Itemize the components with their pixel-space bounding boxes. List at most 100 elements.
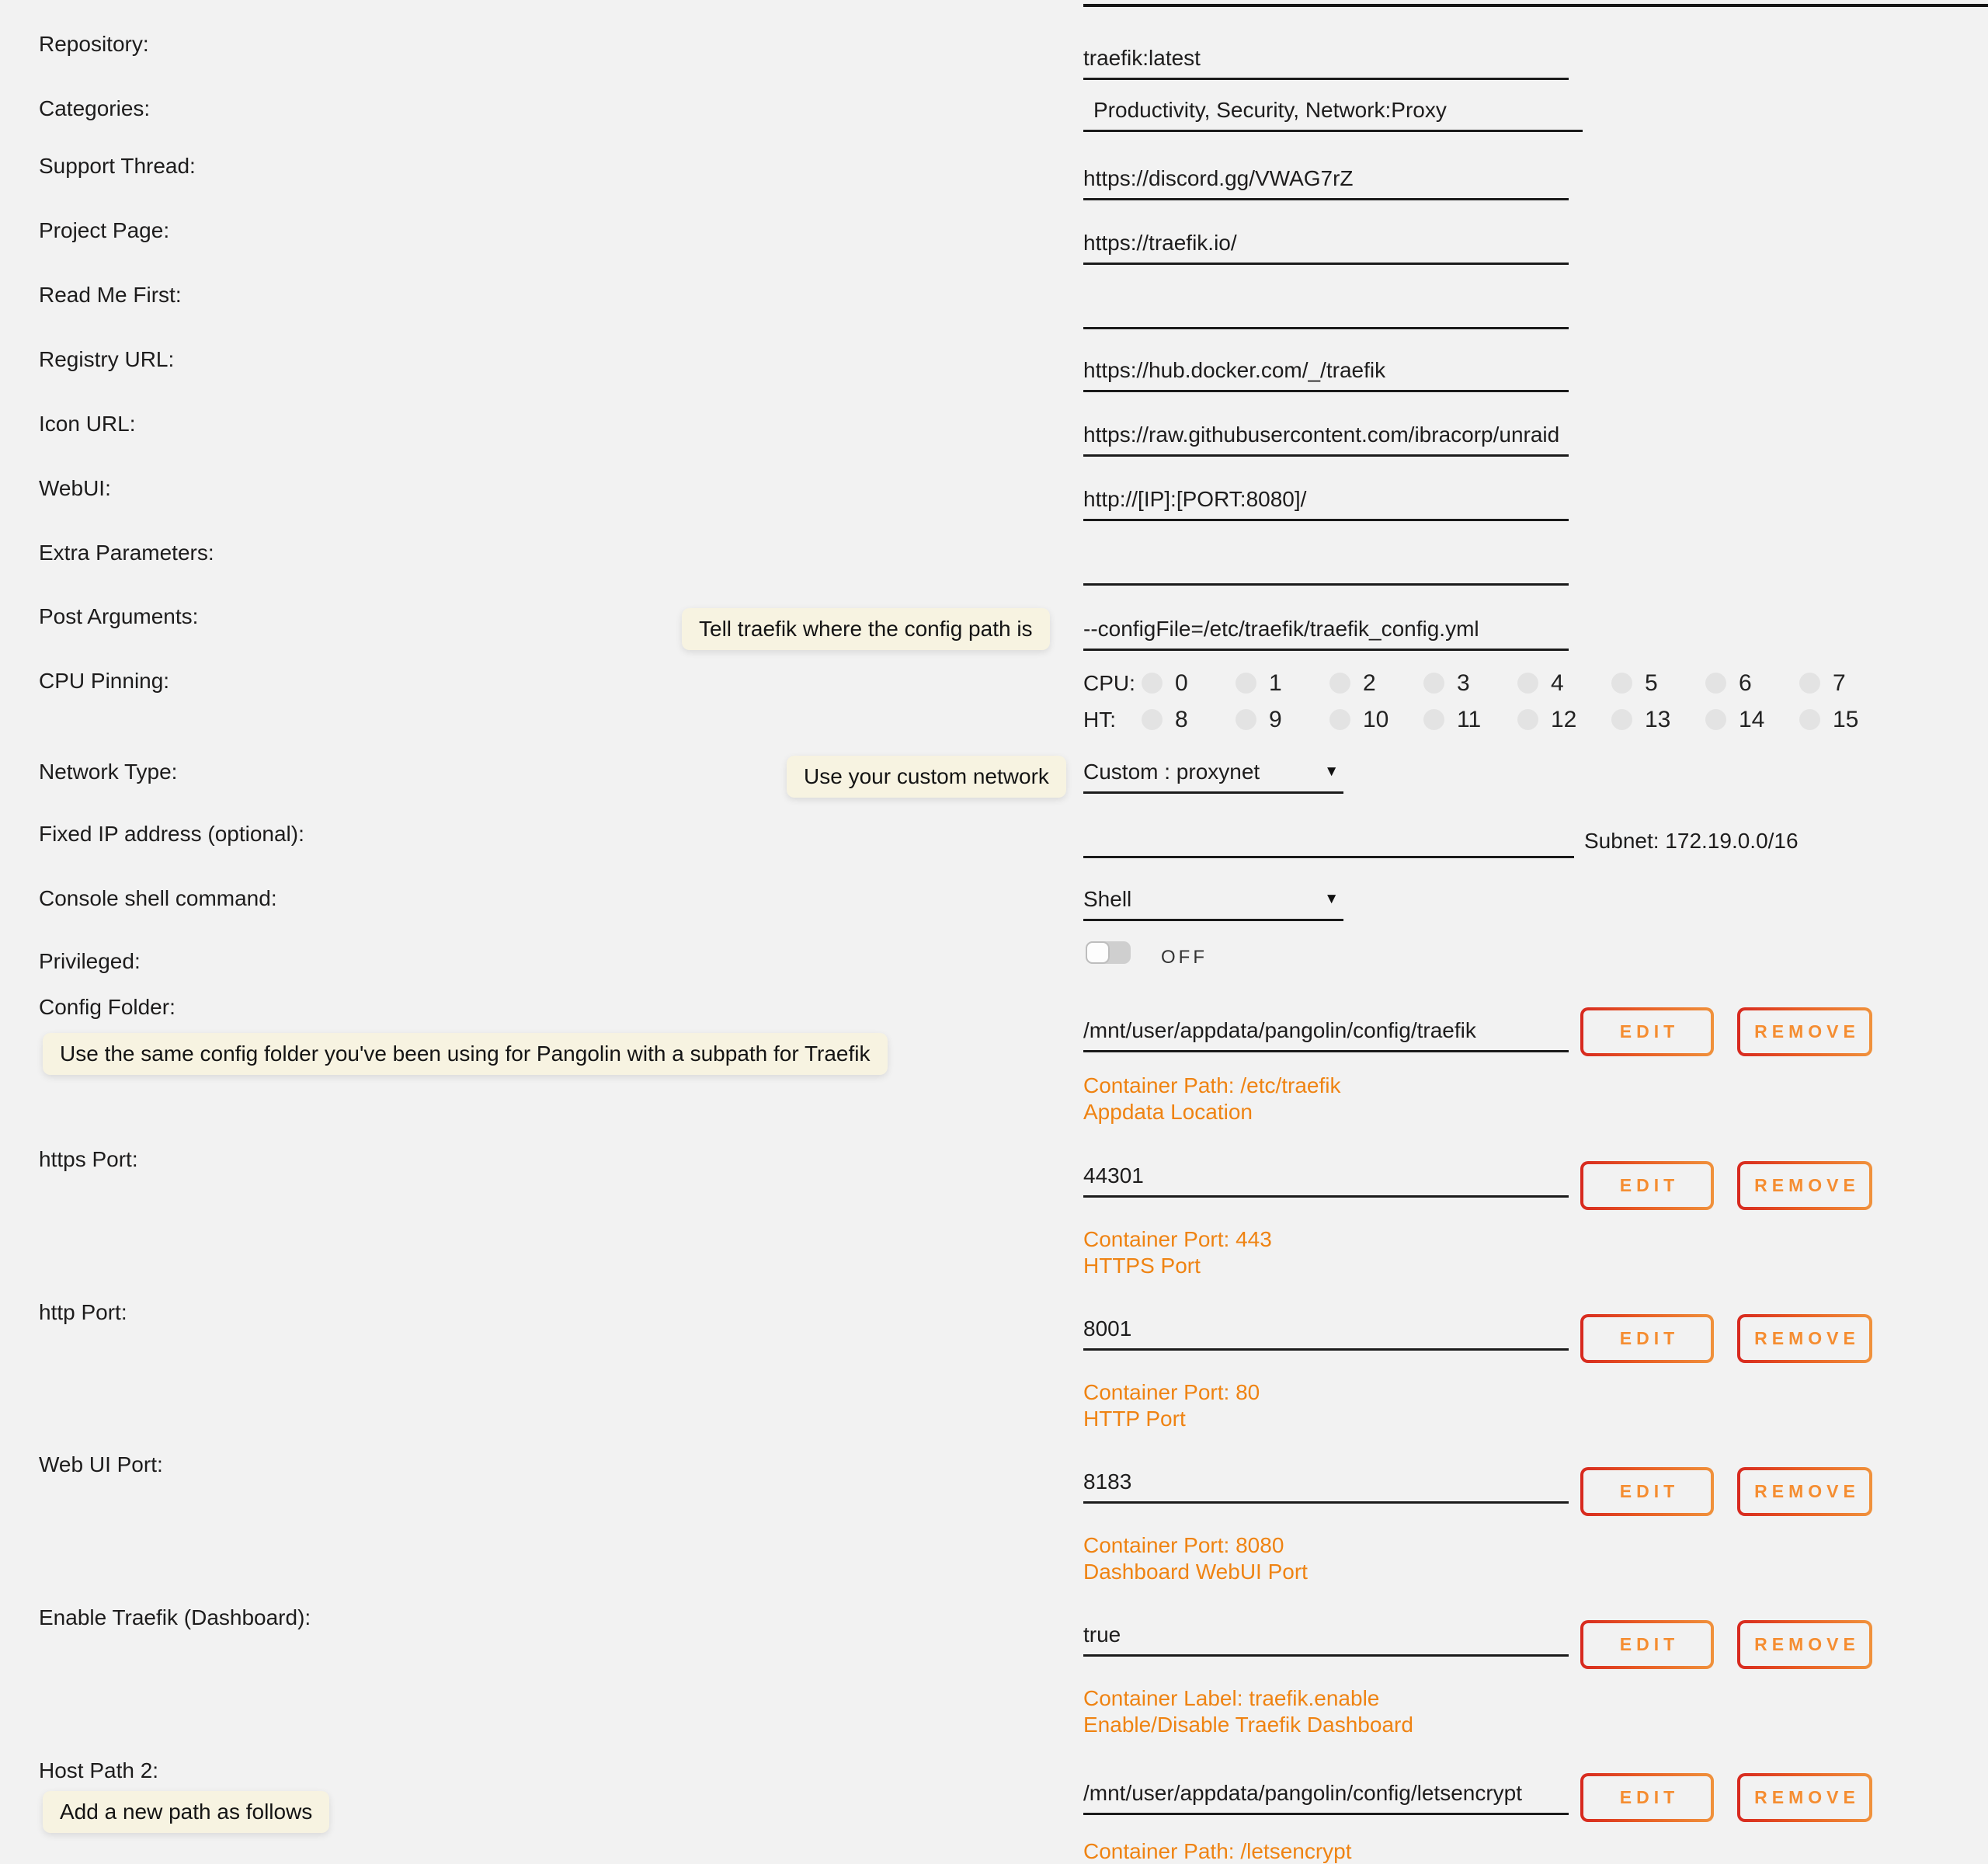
- label-icon-url: Icon URL:: [39, 412, 136, 436]
- fixed-ip-input[interactable]: [1083, 817, 1574, 858]
- console-shell-select[interactable]: Shell ▼: [1083, 880, 1343, 921]
- ht-11-checkbox[interactable]: [1423, 709, 1444, 730]
- ht-8-checkbox[interactable]: [1142, 709, 1163, 730]
- label-network-type: Network Type:: [39, 760, 178, 784]
- edit-button-host-path-2[interactable]: EDIT: [1580, 1773, 1714, 1822]
- label-registry-url: Registry URL:: [39, 347, 175, 371]
- label-extra-parameters: Extra Parameters:: [39, 541, 214, 565]
- remove-button-host-path-2[interactable]: REMOVE: [1737, 1773, 1872, 1822]
- ht-row-label: HT:: [1083, 707, 1116, 732]
- config-folder-description: Appdata Location: [1083, 1100, 1253, 1124]
- cpu-5-checkbox[interactable]: [1611, 673, 1632, 694]
- privileged-toggle[interactable]: [1086, 941, 1131, 964]
- label-https-port: https Port:: [39, 1147, 138, 1171]
- http-port-input[interactable]: 8001: [1083, 1309, 1569, 1351]
- ht-10-checkbox[interactable]: [1329, 709, 1350, 730]
- remove-button-enable-dashboard[interactable]: REMOVE: [1737, 1620, 1872, 1669]
- cpu-3-label: 3: [1457, 669, 1470, 696]
- webui-port-input[interactable]: 8183: [1083, 1462, 1569, 1504]
- remove-button-https-port[interactable]: REMOVE: [1737, 1161, 1872, 1210]
- cpu-6-item: 6: [1705, 670, 1799, 697]
- cpu-7-checkbox[interactable]: [1799, 673, 1820, 694]
- ht-14-checkbox[interactable]: [1705, 709, 1726, 730]
- cpu-2-item: 2: [1329, 670, 1423, 697]
- edit-button-https-port[interactable]: EDIT: [1580, 1161, 1714, 1210]
- remove-button-config-folder[interactable]: REMOVE: [1737, 1007, 1872, 1056]
- cpu-5-item: 5: [1611, 670, 1705, 697]
- https-port-input[interactable]: 44301: [1083, 1156, 1569, 1198]
- ht-9-label: 9: [1269, 706, 1282, 732]
- label-webui-port: Web UI Port:: [39, 1452, 163, 1476]
- label-read-me-first: Read Me First:: [39, 283, 182, 307]
- edit-button-webui-port[interactable]: EDIT: [1580, 1467, 1714, 1516]
- ht-9-checkbox[interactable]: [1236, 709, 1256, 730]
- host-path-2-input[interactable]: /mnt/user/appdata/pangolin/config/letsen…: [1083, 1774, 1569, 1815]
- https-port-description: HTTPS Port: [1083, 1254, 1201, 1278]
- chevron-down-icon: ▼: [1324, 891, 1339, 907]
- top-divider: [1083, 4, 1988, 7]
- cpu-2-checkbox[interactable]: [1329, 673, 1350, 694]
- post-arguments-input[interactable]: --configFile=/etc/traefik/traefik_config…: [1083, 610, 1569, 651]
- config-folder-container-path: Container Path: /etc/traefik: [1083, 1073, 1341, 1097]
- ht-11-item: 11: [1423, 707, 1517, 733]
- tooltip-network-type: Use your custom network: [787, 756, 1066, 798]
- repository-input[interactable]: traefik:latest: [1083, 39, 1569, 80]
- ht-13-item: 13: [1611, 707, 1705, 733]
- http-port-container-port: Container Port: 80: [1083, 1380, 1260, 1404]
- edit-button-http-port[interactable]: EDIT: [1580, 1314, 1714, 1363]
- host-path-2-container-path: Container Path: /letsencrypt: [1083, 1839, 1352, 1863]
- categories-input[interactable]: Productivity, Security, Network:Proxy: [1083, 91, 1583, 132]
- cpu-1-checkbox[interactable]: [1236, 673, 1256, 694]
- edit-button-config-folder[interactable]: EDIT: [1580, 1007, 1714, 1056]
- cpu-2-label: 2: [1363, 669, 1376, 696]
- http-port-description: HTTP Port: [1083, 1407, 1186, 1431]
- project-page-input[interactable]: https://traefik.io/: [1083, 224, 1569, 265]
- label-project-page: Project Page:: [39, 218, 170, 242]
- cpu-0-checkbox[interactable]: [1142, 673, 1163, 694]
- webui-port-container-port: Container Port: 8080: [1083, 1533, 1284, 1557]
- cpu-3-checkbox[interactable]: [1423, 673, 1444, 694]
- extra-parameters-input[interactable]: [1083, 544, 1569, 586]
- webui-input[interactable]: http://[IP]:[PORT:8080]/: [1083, 480, 1569, 521]
- cpu-3-item: 3: [1423, 670, 1517, 697]
- cpu-6-checkbox[interactable]: [1705, 673, 1726, 694]
- remove-button-webui-port[interactable]: REMOVE: [1737, 1467, 1872, 1516]
- enable-dashboard-description: Enable/Disable Traefik Dashboard: [1083, 1713, 1413, 1737]
- label-webui: WebUI:: [39, 476, 111, 500]
- privileged-state-label: OFF: [1161, 947, 1208, 968]
- label-privileged: Privileged:: [39, 949, 141, 973]
- ht-15-label: 15: [1833, 706, 1859, 732]
- icon-url-input[interactable]: https://raw.githubusercontent.com/ibraco…: [1083, 416, 1569, 457]
- label-categories: Categories:: [39, 96, 151, 120]
- cpu-1-item: 1: [1236, 670, 1329, 697]
- enable-dashboard-container-label: Container Label: traefik.enable: [1083, 1686, 1380, 1710]
- network-type-select[interactable]: Custom : proxynet ▼: [1083, 753, 1343, 794]
- chevron-down-icon: ▼: [1324, 763, 1339, 780]
- enable-dashboard-input[interactable]: true: [1083, 1615, 1569, 1657]
- tooltip-host-path-2: Add a new path as follows: [43, 1791, 330, 1833]
- label-console-shell: Console shell command:: [39, 886, 277, 910]
- remove-button-http-port[interactable]: REMOVE: [1737, 1314, 1872, 1363]
- ht-13-checkbox[interactable]: [1611, 709, 1632, 730]
- cpu-4-label: 4: [1551, 669, 1564, 696]
- cpu-5-label: 5: [1645, 669, 1658, 696]
- ht-12-checkbox[interactable]: [1517, 709, 1538, 730]
- label-cpu-pinning: CPU Pinning:: [39, 669, 170, 693]
- label-fixed-ip: Fixed IP address (optional):: [39, 822, 304, 846]
- read-me-first-input[interactable]: [1083, 288, 1569, 329]
- config-folder-input[interactable]: /mnt/user/appdata/pangolin/config/traefi…: [1083, 1011, 1569, 1052]
- ht-14-item: 14: [1705, 707, 1799, 733]
- ht-15-checkbox[interactable]: [1799, 709, 1820, 730]
- console-shell-value: Shell: [1083, 887, 1132, 911]
- label-config-folder: Config Folder:: [39, 995, 176, 1019]
- support-thread-input[interactable]: https://discord.gg/VWAG7rZ: [1083, 159, 1569, 200]
- ht-9-item: 9: [1236, 707, 1329, 733]
- cpu-4-checkbox[interactable]: [1517, 673, 1538, 694]
- registry-url-input[interactable]: https://hub.docker.com/_/traefik: [1083, 351, 1569, 392]
- edit-button-enable-dashboard[interactable]: EDIT: [1580, 1620, 1714, 1669]
- ht-11-label: 11: [1457, 706, 1482, 732]
- cpu-7-label: 7: [1833, 669, 1846, 696]
- toggle-knob: [1086, 941, 1110, 964]
- ht-8-item: 8: [1142, 707, 1236, 733]
